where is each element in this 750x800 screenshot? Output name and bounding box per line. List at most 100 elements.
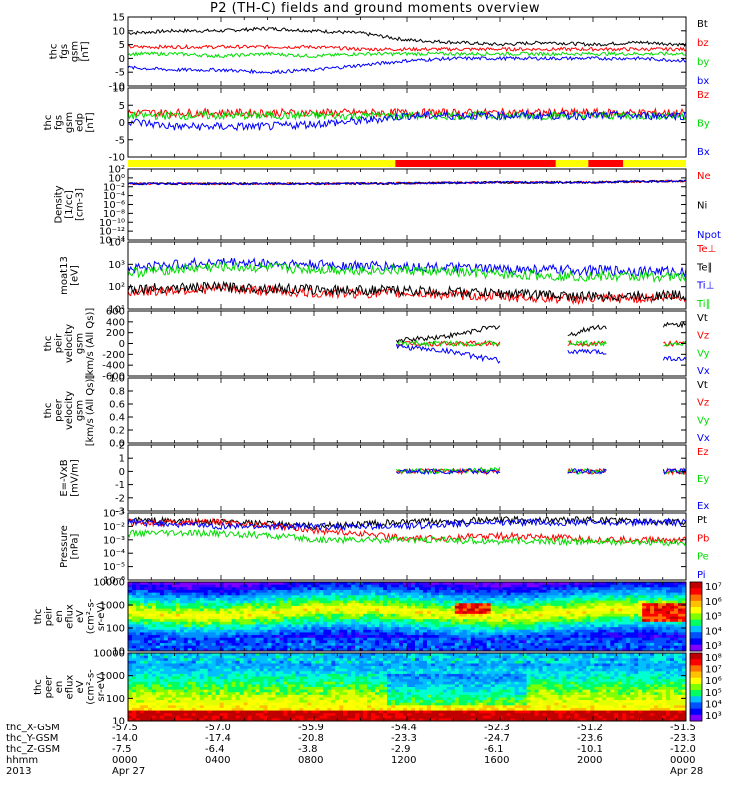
spectrogram-cell: [195, 627, 201, 631]
spectrogram-cell: [422, 613, 428, 617]
spectrogram-cell: [199, 611, 205, 615]
y-tick-label: -1: [115, 480, 125, 491]
spectrogram-cell: [662, 597, 667, 601]
spectrogram-cell: [203, 627, 209, 631]
spectrogram-cell: [139, 595, 145, 599]
spectrogram-cell: [255, 608, 260, 612]
spectrogram-cell: [315, 643, 320, 647]
spectrogram-cell: [383, 611, 388, 615]
spectrogram-cell: [131, 632, 137, 636]
spectrogram-cell: [634, 616, 639, 620]
spectrogram-cell: [498, 627, 504, 631]
spectrogram-cell: [518, 589, 523, 594]
spectrogram-cell: [335, 616, 340, 620]
spectrogram-cell: [307, 629, 312, 633]
spectrogram-cell: [359, 589, 364, 594]
spectrogram-cell: [239, 616, 244, 620]
spectrogram-cell: [339, 627, 344, 631]
spectrogram-cell: [311, 582, 316, 586]
spectrogram-cell: [662, 635, 667, 639]
spectrogram-cell: [586, 645, 591, 649]
spectrogram-cell: [359, 621, 364, 625]
spectrogram-cell: [638, 584, 643, 588]
spectrogram-cell: [223, 629, 229, 633]
spectrogram-cell: [351, 635, 356, 639]
y-tick-label: 200: [106, 328, 125, 339]
spectrogram-cell: [606, 608, 611, 612]
spectrogram-cell: [219, 613, 225, 617]
spectrogram-cell: [586, 640, 591, 644]
spectrogram-cell: [458, 595, 464, 599]
spectrogram-cell: [379, 643, 384, 647]
spectrogram-cell: [311, 613, 316, 617]
spectrogram-cell: [562, 635, 567, 639]
spectrogram-cell: [534, 595, 539, 599]
spectrogram-cell: [586, 605, 591, 609]
y-axis-label-line: moat13: [59, 256, 70, 295]
spectrogram-cell: [606, 597, 611, 601]
spectrogram-cell: [128, 666, 133, 670]
spectrogram-cell: [546, 600, 551, 604]
spectrogram-cell: [139, 653, 145, 657]
spectrogram-cell: [486, 587, 492, 591]
spectrogram-cell: [331, 637, 336, 641]
y-tick-label: 2: [119, 441, 125, 452]
spectrogram-cell: [590, 624, 595, 628]
spectrogram-cell: [203, 584, 209, 588]
spectrogram-cell: [510, 629, 516, 633]
spectrogram-cell: [183, 702, 189, 706]
spectrogram-cell: [434, 621, 440, 625]
spectrogram-cell: [462, 613, 468, 617]
spectrogram-cell: [191, 584, 197, 588]
spectrogram-cell: [594, 595, 599, 599]
spectrogram-cell: [490, 603, 496, 607]
spectrogram-cell: [239, 632, 244, 636]
spectrogram-cell: [163, 666, 169, 670]
spectrogram-cell: [275, 640, 280, 644]
spectrogram-cell: [478, 611, 484, 615]
spectrogram-cell: [243, 645, 248, 649]
spectrogram-cell: [331, 629, 336, 633]
spectrogram-cell: [128, 627, 133, 631]
spectrogram-cell: [291, 629, 296, 633]
spectrogram-cell: [450, 582, 456, 586]
spectrogram-cell: [143, 605, 149, 609]
spectrogram-cell: [426, 648, 432, 652]
spectrogram-cell: [654, 643, 659, 647]
spectrogram-cell: [191, 629, 197, 633]
spectrogram-cell: [379, 605, 384, 609]
spectrogram-cell: [179, 648, 185, 652]
spectrogram-cell: [614, 611, 619, 615]
spectrogram-cell: [311, 619, 316, 623]
spectrogram-cell: [171, 689, 177, 693]
spectrogram-cell: [478, 595, 484, 599]
y-tick-label: 10⁻⁴: [103, 191, 125, 202]
spectrogram-cell: [522, 584, 527, 588]
spectrogram-cell: [315, 635, 320, 639]
spectrogram-cell: [458, 616, 464, 620]
spectrogram-cell: [263, 635, 268, 639]
spectrogram-cell: [323, 592, 328, 596]
spectrogram-cell: [526, 597, 531, 601]
spectrogram-cell: [618, 603, 623, 607]
spectrogram-cell: [155, 689, 161, 693]
spectrogram-cell: [650, 632, 655, 636]
spectrogram-cell: [255, 632, 260, 636]
spectrogram-cell: [128, 660, 133, 664]
spectrogram-cell: [454, 632, 460, 636]
spectrogram-cell: [275, 637, 280, 641]
spectrogram-cell: [410, 629, 416, 633]
spectrogram-cell: [151, 658, 157, 662]
spectrogram-cell: [422, 627, 428, 631]
spectrogram-cell: [171, 592, 177, 596]
spectrogram-cell: [630, 621, 635, 625]
spectrogram-cell: [602, 589, 607, 594]
spectrogram-cell: [135, 713, 141, 717]
spectrogram-cell: [175, 718, 181, 722]
spectrogram-cell: [139, 603, 145, 607]
spectrogram-cell: [255, 627, 260, 631]
spectrogram-cell: [147, 684, 153, 688]
spectrogram-cell: [642, 624, 647, 628]
spectrogram-cell: [163, 692, 169, 696]
spectrogram-cell: [610, 611, 615, 615]
